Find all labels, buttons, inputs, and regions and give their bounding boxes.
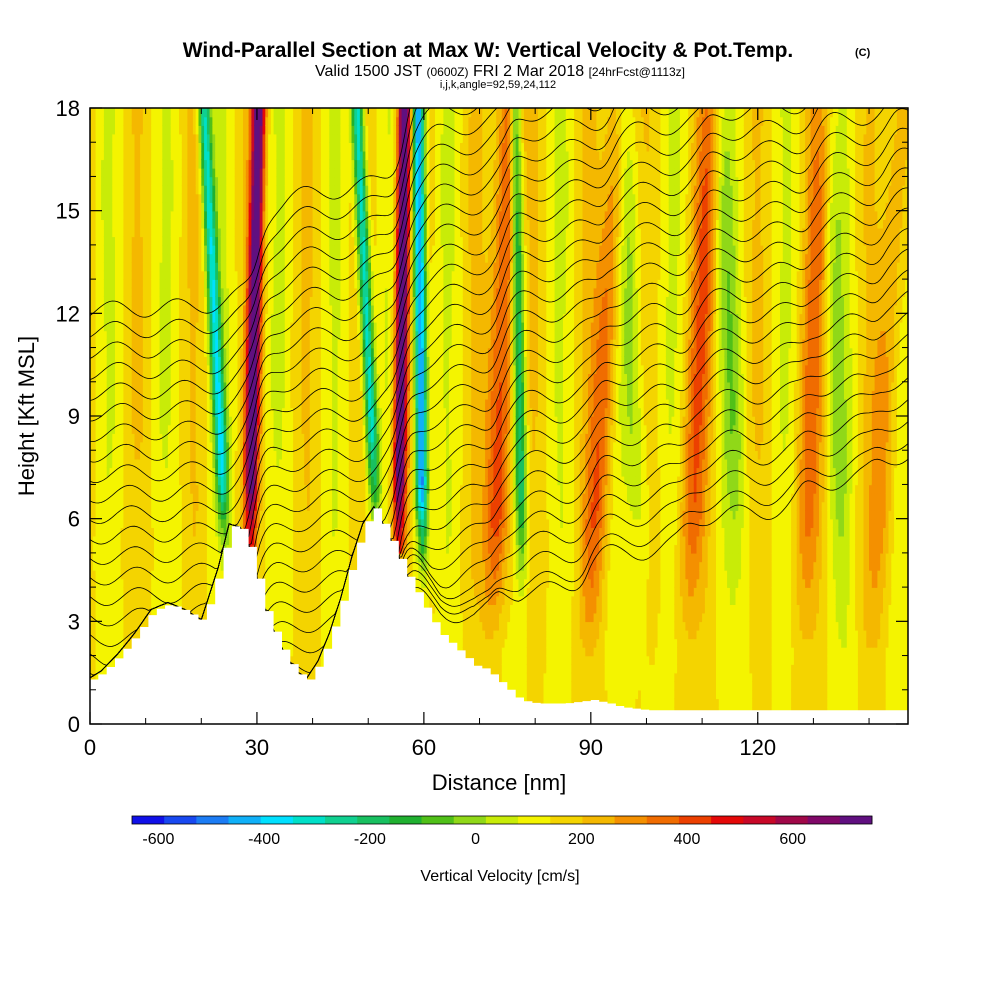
subtitle-date: FRI 2 Mar 2018 <box>473 63 584 80</box>
chart-subtitle: Valid 1500 JST (0600Z) FRI 2 Mar 2018 [2… <box>315 63 685 80</box>
grid-info: i,j,k,angle=92,59,24,112 <box>440 79 556 91</box>
chart-title-mark: (C) <box>855 47 871 59</box>
chart: Wind-Parallel Section at Max W: Vertical… <box>0 0 1000 1000</box>
chart-title: Wind-Parallel Section at Max W: Vertical… <box>183 39 794 62</box>
subtitle-utc: (0600Z) <box>426 65 468 79</box>
subtitle-forecast: [24hrFcst@1113z] <box>589 65 685 79</box>
subtitle-valid: Valid 1500 JST <box>315 63 423 80</box>
